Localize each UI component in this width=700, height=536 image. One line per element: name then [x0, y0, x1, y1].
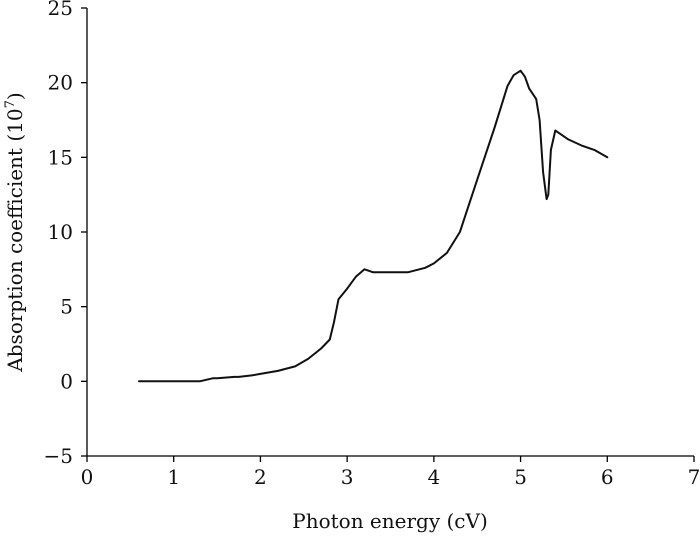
- x-tick-label: 7: [688, 465, 700, 489]
- y-tick-label: 10: [48, 220, 73, 244]
- absorption-series-line: [138, 69, 609, 383]
- x-axis-title: Photon energy (cV): [292, 509, 488, 533]
- y-tick-label: −5: [44, 444, 73, 468]
- y-tick-label: 5: [60, 295, 73, 319]
- x-tick-label: 4: [427, 465, 440, 489]
- y-tick-label: 15: [48, 145, 73, 169]
- y-axis-title: Absorption coefficient (107): [3, 92, 27, 372]
- y-tick-label: 20: [48, 71, 73, 95]
- y-tick-label: 25: [48, 0, 73, 20]
- x-tick-label: 6: [601, 465, 614, 489]
- x-tick-label: 3: [341, 465, 354, 489]
- y-axis-title-main: Absorption coefficient (10: [3, 108, 27, 372]
- x-tick-label: 5: [514, 465, 527, 489]
- y-axis-title-superscript: 7: [3, 100, 18, 108]
- ticks: [81, 7, 695, 462]
- y-tick-label: 0: [60, 369, 73, 393]
- x-tick-label: 2: [254, 465, 267, 489]
- y-axis-title-suffix: ): [3, 92, 27, 100]
- tick-labels: 0 1 2 3 4 5 6 7 −5 0 5 10 15 20 25: [44, 0, 700, 489]
- plot-area: 0 1 2 3 4 5 6 7 −5 0 5 10 15 20 25: [44, 0, 700, 489]
- x-tick-label: 0: [81, 465, 94, 489]
- x-tick-label: 1: [167, 465, 180, 489]
